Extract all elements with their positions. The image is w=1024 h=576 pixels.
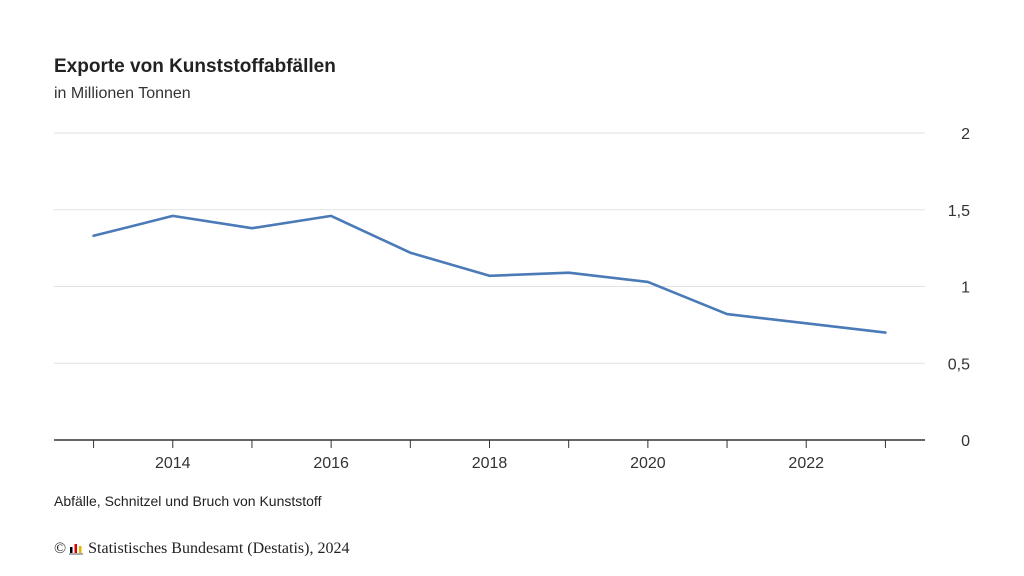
chart-title: Exporte von Kunststoffabfällen <box>54 56 336 77</box>
x-tick-label: 2016 <box>313 455 349 472</box>
x-tick-label: 2014 <box>155 455 191 472</box>
x-axis-tick-labels: 2014 2016 2018 2020 2022 <box>155 455 824 472</box>
y-tick-label: 1 <box>961 280 970 297</box>
x-axis <box>54 439 925 448</box>
y-tick-label: 1,5 <box>948 203 970 220</box>
x-tick-label: 2020 <box>630 455 666 472</box>
y-tick-label: 0 <box>961 433 970 450</box>
copyright-symbol: © <box>54 540 67 557</box>
y-axis-tick-labels: 0 0,5 1 1,5 2 <box>948 126 970 450</box>
y-tick-label: 2 <box>961 126 970 143</box>
destatis-logo-icon <box>69 542 84 555</box>
x-tick-label: 2022 <box>788 455 824 472</box>
chart-subtitle: in Millionen Tonnen <box>54 85 191 102</box>
series-line <box>92 214 887 334</box>
source-line: © Statistisches Bundesamt (Destatis), 20… <box>54 540 349 558</box>
grid-lines <box>54 132 925 364</box>
x-tick-label: 2018 <box>472 455 508 472</box>
y-tick-label: 0,5 <box>948 356 970 373</box>
chart-footnote: Abfälle, Schnitzel und Bruch von Kunstst… <box>54 493 322 509</box>
source-text: Statistisches Bundesamt (Destatis), 2024 <box>88 540 350 557</box>
series-lines <box>92 214 887 334</box>
